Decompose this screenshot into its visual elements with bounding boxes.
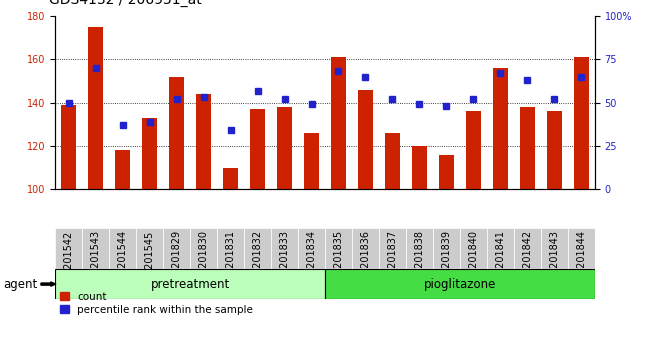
Text: GSM201544: GSM201544 xyxy=(118,230,127,290)
Text: GSM201832: GSM201832 xyxy=(253,230,263,290)
Text: pretreatment: pretreatment xyxy=(151,278,229,291)
Text: pioglitazone: pioglitazone xyxy=(424,278,496,291)
FancyBboxPatch shape xyxy=(325,228,352,269)
Text: GSM201840: GSM201840 xyxy=(469,230,478,289)
FancyBboxPatch shape xyxy=(190,228,217,269)
Text: GSM201837: GSM201837 xyxy=(387,230,397,290)
FancyBboxPatch shape xyxy=(514,228,541,269)
FancyBboxPatch shape xyxy=(136,228,163,269)
Text: GSM201839: GSM201839 xyxy=(441,230,451,289)
Text: GDS4132 / 206951_at: GDS4132 / 206951_at xyxy=(49,0,202,7)
FancyBboxPatch shape xyxy=(379,228,406,269)
Text: GSM201835: GSM201835 xyxy=(333,230,343,290)
Text: GSM201844: GSM201844 xyxy=(577,230,586,289)
FancyBboxPatch shape xyxy=(433,228,460,269)
FancyBboxPatch shape xyxy=(568,228,595,269)
FancyBboxPatch shape xyxy=(352,228,379,269)
FancyBboxPatch shape xyxy=(271,228,298,269)
Text: GSM201843: GSM201843 xyxy=(549,230,559,289)
Bar xyxy=(331,57,346,189)
Bar xyxy=(88,27,103,189)
Bar xyxy=(439,155,454,189)
FancyBboxPatch shape xyxy=(55,228,82,269)
Bar xyxy=(277,107,292,189)
Bar xyxy=(520,107,535,189)
Bar xyxy=(493,68,508,189)
Bar xyxy=(169,76,184,189)
Text: GSM201543: GSM201543 xyxy=(91,230,101,290)
Text: GSM201836: GSM201836 xyxy=(361,230,370,289)
FancyBboxPatch shape xyxy=(82,228,109,269)
FancyBboxPatch shape xyxy=(244,228,271,269)
FancyBboxPatch shape xyxy=(298,228,325,269)
FancyBboxPatch shape xyxy=(163,228,190,269)
FancyBboxPatch shape xyxy=(109,228,136,269)
Bar xyxy=(466,111,481,189)
Bar xyxy=(358,90,373,189)
Bar xyxy=(115,150,130,189)
FancyBboxPatch shape xyxy=(460,228,487,269)
Bar xyxy=(250,109,265,189)
FancyBboxPatch shape xyxy=(487,228,514,269)
FancyBboxPatch shape xyxy=(217,228,244,269)
Text: agent: agent xyxy=(3,278,38,291)
Bar xyxy=(385,133,400,189)
Text: GSM201834: GSM201834 xyxy=(307,230,317,289)
Bar xyxy=(196,94,211,189)
Bar xyxy=(142,118,157,189)
Bar xyxy=(304,133,319,189)
Text: GSM201829: GSM201829 xyxy=(172,230,181,290)
Bar xyxy=(547,111,562,189)
Text: GSM201838: GSM201838 xyxy=(415,230,424,289)
FancyBboxPatch shape xyxy=(325,269,595,299)
Text: GSM201830: GSM201830 xyxy=(199,230,209,289)
Legend: count, percentile rank within the sample: count, percentile rank within the sample xyxy=(60,292,253,315)
Bar xyxy=(223,168,238,189)
Text: GSM201842: GSM201842 xyxy=(523,230,532,290)
FancyBboxPatch shape xyxy=(406,228,433,269)
Text: GSM201841: GSM201841 xyxy=(495,230,505,289)
Text: GSM201831: GSM201831 xyxy=(226,230,235,289)
Bar xyxy=(61,105,76,189)
FancyBboxPatch shape xyxy=(541,228,568,269)
Text: GSM201542: GSM201542 xyxy=(64,230,73,290)
Bar xyxy=(412,146,427,189)
Text: GSM201833: GSM201833 xyxy=(280,230,289,289)
Bar xyxy=(574,57,589,189)
Text: GSM201545: GSM201545 xyxy=(145,230,155,290)
FancyBboxPatch shape xyxy=(55,269,325,299)
